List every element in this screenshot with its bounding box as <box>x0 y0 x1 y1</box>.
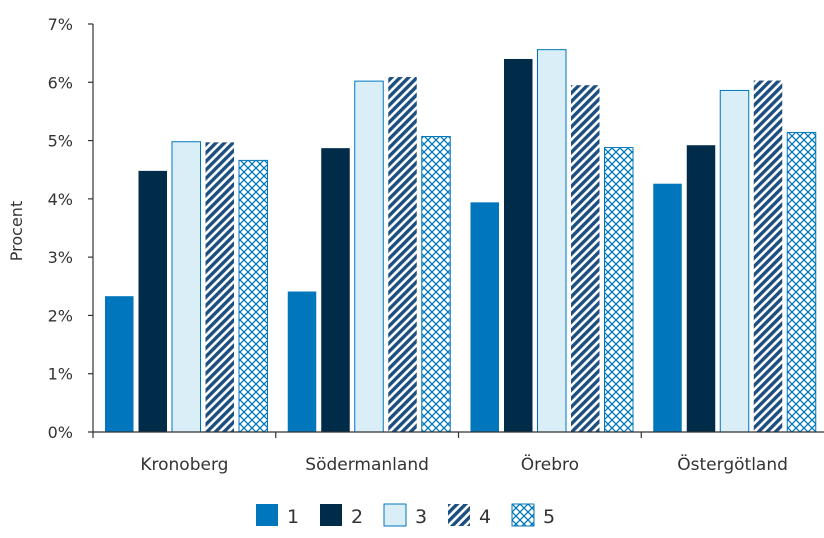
bar-series-2-östergötland <box>686 145 716 433</box>
bar-series-2-örebro <box>504 58 533 432</box>
bar-series-4-södermanland <box>388 77 417 432</box>
legend: 1 2 3 4 5 <box>256 503 555 528</box>
y-tick-label: 0% <box>48 423 73 442</box>
legend-swatch-2 <box>320 504 342 526</box>
bar-series-1-södermanland <box>287 291 317 432</box>
category-labels: Kronoberg Södermanland Örebro Östergötland <box>140 453 788 475</box>
legend-swatch-4 <box>448 504 470 526</box>
legend-label-5: 5 <box>543 506 555 528</box>
legend-label-3: 3 <box>415 506 427 528</box>
bar-series-4-örebro <box>571 85 600 432</box>
x-tick-label: Kronoberg <box>140 455 228 475</box>
y-tick-label: 6% <box>48 73 73 92</box>
bar-series-5-kronoberg <box>238 159 268 433</box>
bar-series-2-kronoberg <box>138 170 167 432</box>
x-tick-label: Södermanland <box>305 455 429 475</box>
legend-swatch-5 <box>511 503 535 527</box>
y-axis-ticks: 0% 1% 2% 3% 4% 5% 6% 7% <box>48 15 93 442</box>
bar-series-3-örebro <box>537 49 567 433</box>
bar-series-3-kronoberg <box>171 141 201 433</box>
legend-label-2: 2 <box>351 506 363 528</box>
y-tick-label: 4% <box>48 190 73 209</box>
y-tick-label: 1% <box>48 365 73 384</box>
bar-series-5-södermanland <box>421 135 451 433</box>
bar-series-1-kronoberg <box>105 296 134 432</box>
legend-label-1: 1 <box>287 506 299 528</box>
bar-series-3-södermanland <box>354 80 384 433</box>
y-tick-label: 2% <box>48 306 73 325</box>
legend-swatch-3 <box>383 503 407 527</box>
x-tick-label: Örebro <box>521 453 579 475</box>
bar-series-4-kronoberg <box>205 142 234 432</box>
bar-series-1-örebro <box>470 202 499 432</box>
y-tick-label: 5% <box>48 132 73 151</box>
y-tick-label: 3% <box>48 248 73 267</box>
y-axis-label: Procent <box>7 201 26 261</box>
bar-series-1-östergötland <box>653 183 682 432</box>
bars <box>105 49 817 433</box>
bar-series-5-örebro <box>604 147 634 433</box>
legend-label-4: 4 <box>479 506 491 528</box>
x-tick-label: Östergötland <box>677 453 788 475</box>
bar-series-3-östergötland <box>719 89 750 433</box>
bar-series-5-östergötland <box>786 131 817 433</box>
axes <box>92 24 824 438</box>
bar-series-2-södermanland <box>321 148 350 432</box>
bar-series-4-östergötland <box>753 80 783 432</box>
legend-swatch-1 <box>256 504 278 526</box>
y-tick-label: 7% <box>48 15 73 34</box>
